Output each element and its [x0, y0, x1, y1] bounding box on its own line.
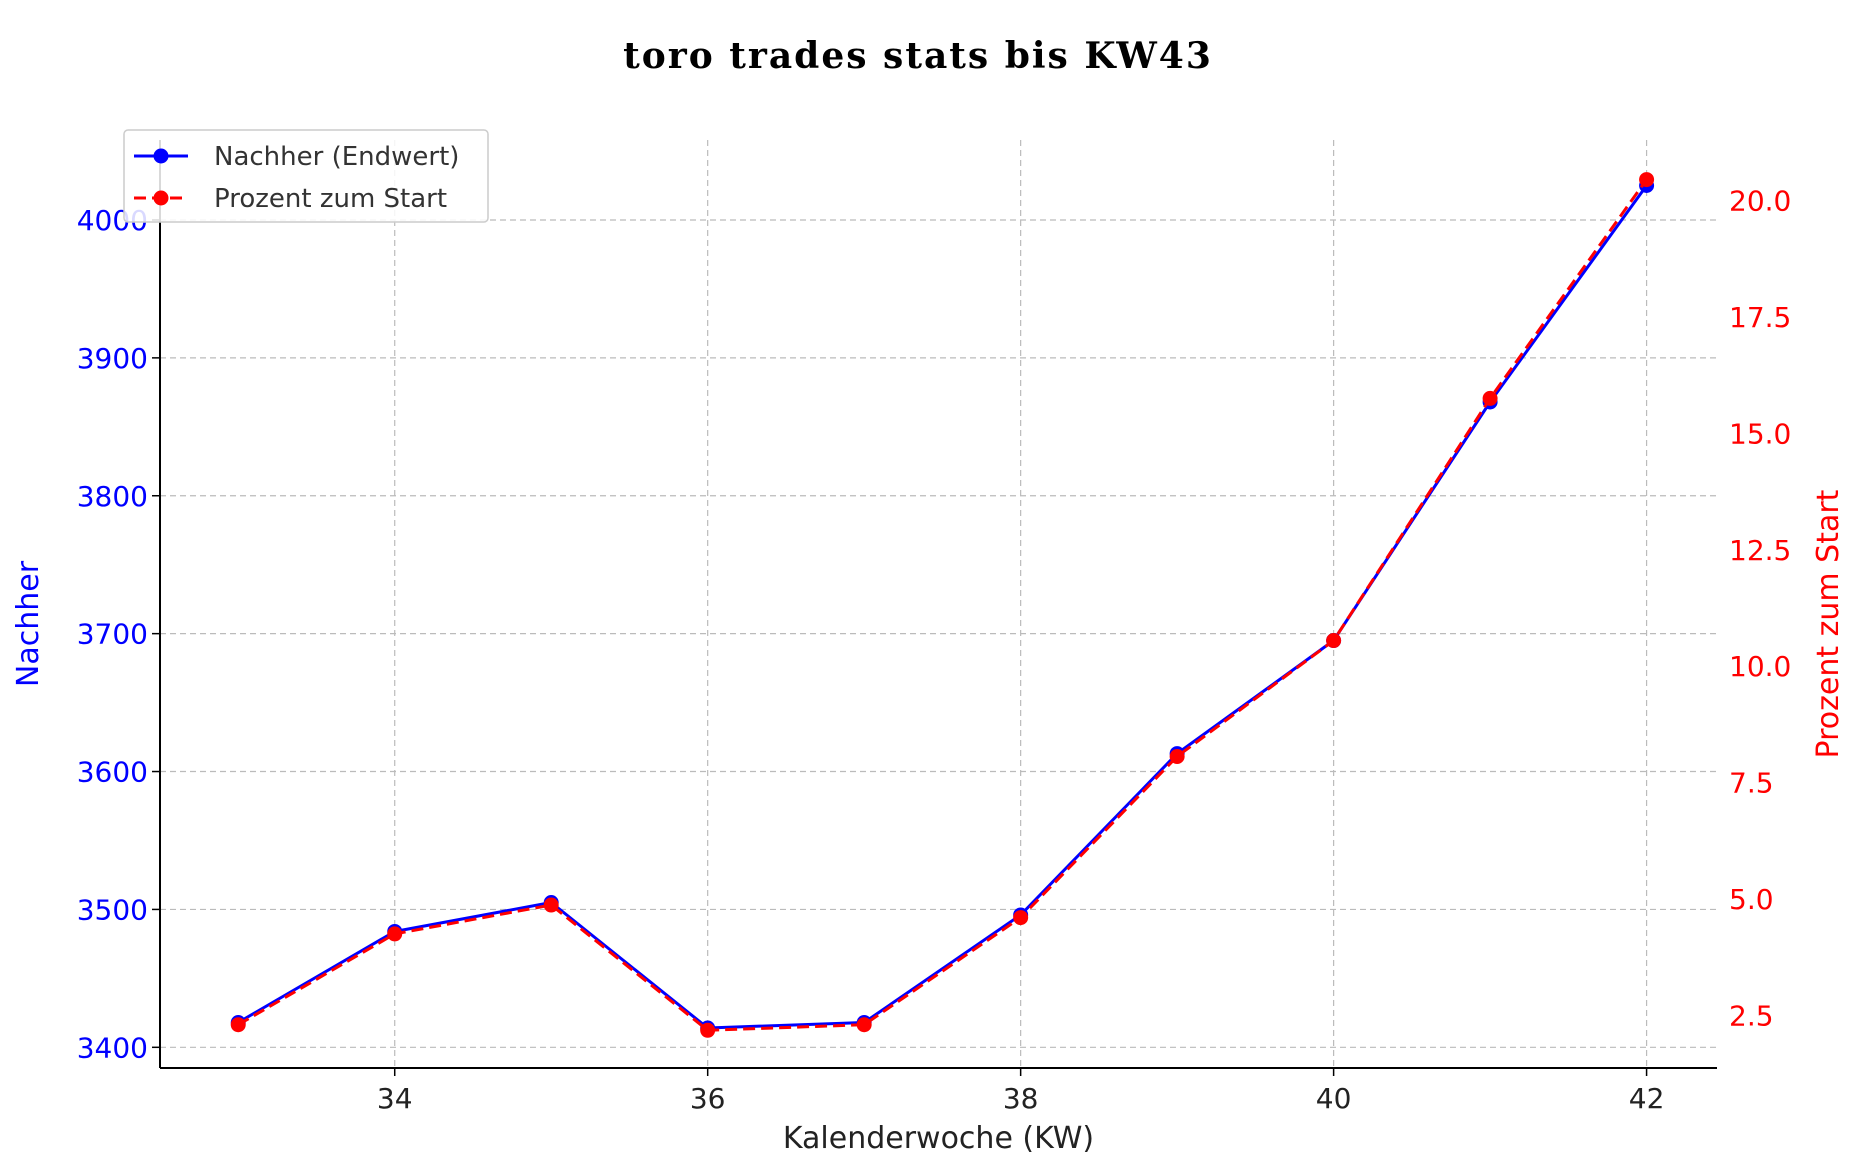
y-tick-label-right: 20.0: [1729, 185, 1791, 218]
y-tick-label: 3400: [77, 1031, 148, 1064]
data-point: [1169, 748, 1185, 764]
y-tick-label-right: 2.5: [1729, 999, 1774, 1032]
y-axis-label-right: Prozent zum Start: [1811, 489, 1846, 758]
y-axis-label: Nachher: [11, 560, 46, 687]
series: [230, 172, 1655, 1038]
chart-title: toro trades stats bis KW43: [623, 35, 1213, 77]
y-tick-label: 3900: [77, 342, 148, 375]
axes: 34 36 38 40 4234003500360037003800390040002.…: [77, 140, 1791, 1115]
x-tick-label: 42: [1629, 1082, 1665, 1115]
data-point: [1482, 390, 1498, 406]
y-tick-label-right: 15.0: [1729, 417, 1791, 450]
y-tick-label-right: 12.5: [1729, 534, 1791, 567]
y-tick-label: 3800: [77, 480, 148, 513]
series-line-2: [237, 178, 1648, 1032]
data-point: [1326, 633, 1342, 649]
x-tick-label: 34: [377, 1082, 413, 1115]
legend-marker-1: [153, 148, 169, 164]
data-point: [230, 1017, 246, 1033]
data-point: [543, 897, 559, 913]
grid: [160, 140, 1717, 1068]
legend: Nachher (Endwert) Prozent zum Start: [123, 129, 489, 223]
data-point: [1013, 910, 1029, 926]
data-point: [700, 1022, 716, 1038]
y-tick-label: 3500: [77, 893, 148, 926]
x-tick-label: 36: [690, 1082, 726, 1115]
legend-label-2: Prozent zum Start: [214, 184, 447, 214]
y-tick-label-right: 5.0: [1729, 883, 1774, 916]
x-axis-label: Kalenderwoche (KW): [783, 1121, 1094, 1156]
y-tick-label-right: 10.0: [1729, 650, 1791, 683]
legend-box: [123, 129, 489, 223]
legend-marker-2: [153, 190, 169, 206]
y-tick-label-right: 17.5: [1729, 301, 1791, 334]
data-point: [1639, 172, 1655, 188]
y-tick-label-right: 7.5: [1729, 767, 1774, 800]
y-tick-label: 3600: [77, 756, 148, 789]
x-tick-label: 38: [1003, 1082, 1039, 1115]
data-point: [856, 1017, 872, 1033]
y-tick-label: 3700: [77, 618, 148, 651]
data-point: [387, 926, 403, 942]
series-line-1: [237, 184, 1648, 1030]
legend-label-1: Nachher (Endwert): [214, 142, 459, 172]
x-tick-label: 40: [1316, 1082, 1352, 1115]
